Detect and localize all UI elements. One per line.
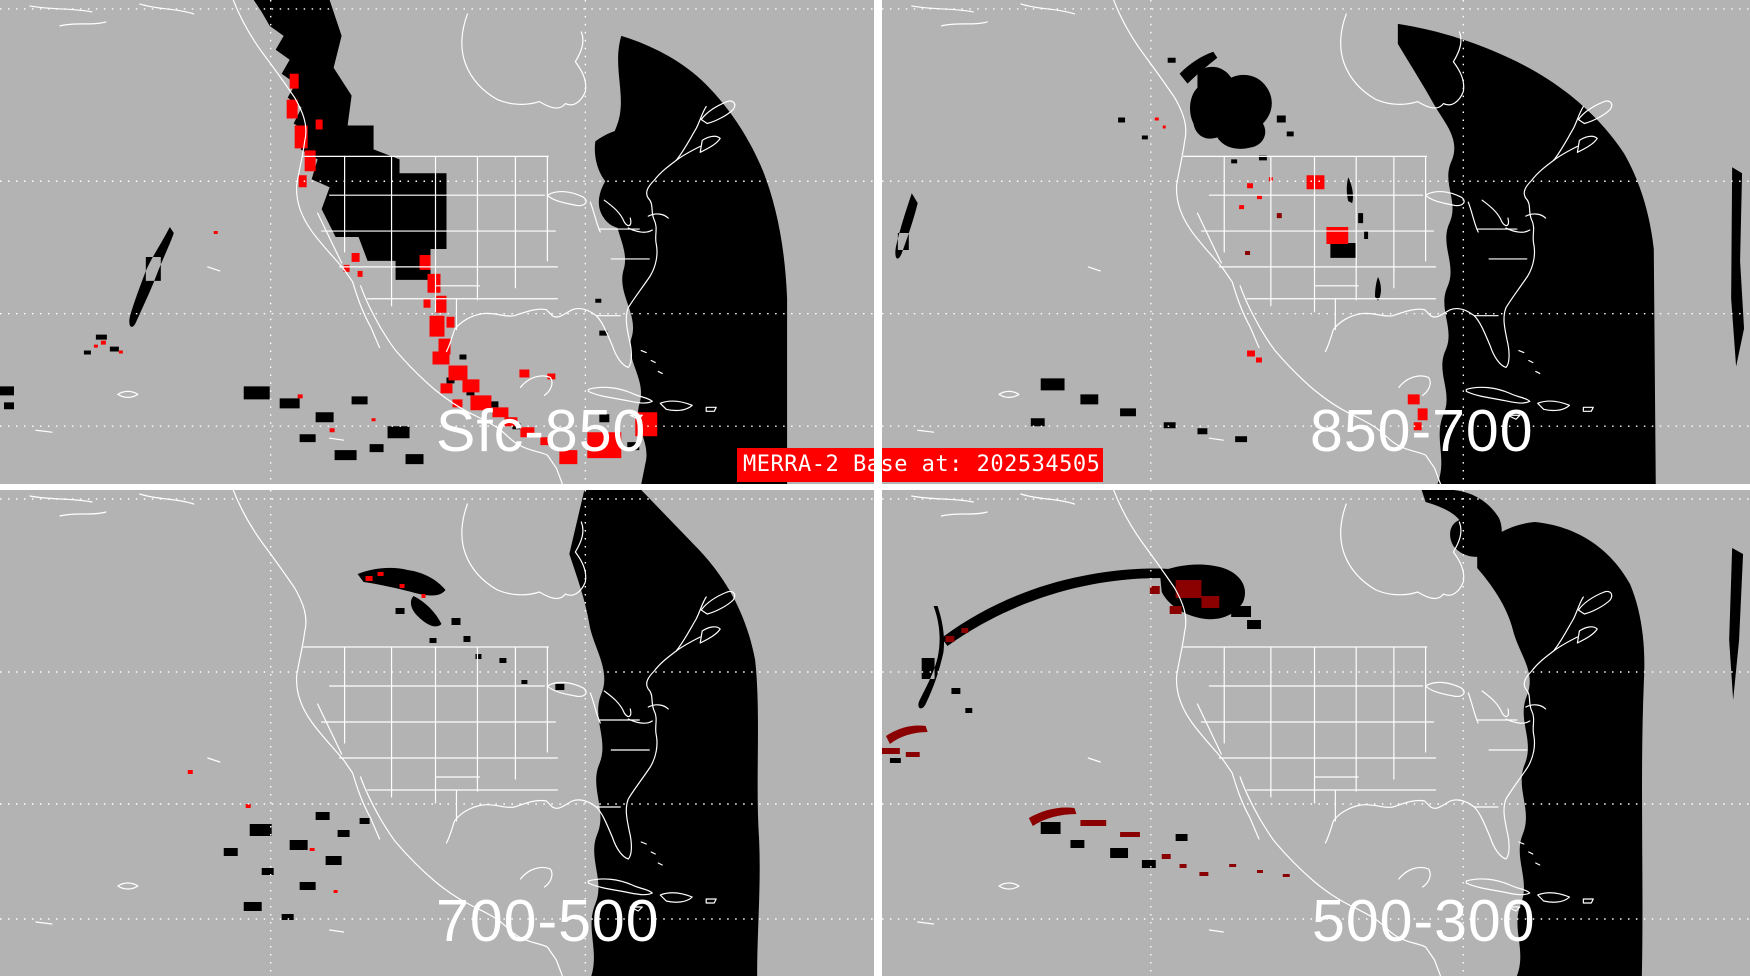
- panel-500-300-canvas: [882, 490, 1750, 976]
- panel-700-500-canvas: [0, 490, 874, 976]
- panel-sfc-850: [0, 0, 874, 484]
- red-flag-shapes: [93, 73, 658, 465]
- black-mask-shapes: [895, 23, 1745, 484]
- panel-label-sfc-850: Sfc-850: [436, 398, 647, 464]
- panel-700-500: [0, 490, 874, 976]
- timestamp-banner: MERRA-2 Base at: 202534505: [737, 448, 1103, 482]
- black-mask-shapes: [0, 0, 788, 484]
- black-mask-shapes: [223, 490, 760, 976]
- panel-850-700-canvas: [882, 0, 1750, 484]
- panel-divider-horizontal: [0, 484, 1750, 490]
- panel-850-700: [882, 0, 1750, 484]
- panel-label-500-300: 500-300: [1312, 888, 1536, 954]
- panel-500-300: [882, 490, 1750, 976]
- panel-label-700-500: 700-500: [436, 888, 660, 954]
- panel-sfc-850-canvas: [0, 0, 874, 484]
- panel-label-850-700: 850-700: [1310, 398, 1534, 464]
- dark-red-flag-shapes: [882, 580, 1290, 877]
